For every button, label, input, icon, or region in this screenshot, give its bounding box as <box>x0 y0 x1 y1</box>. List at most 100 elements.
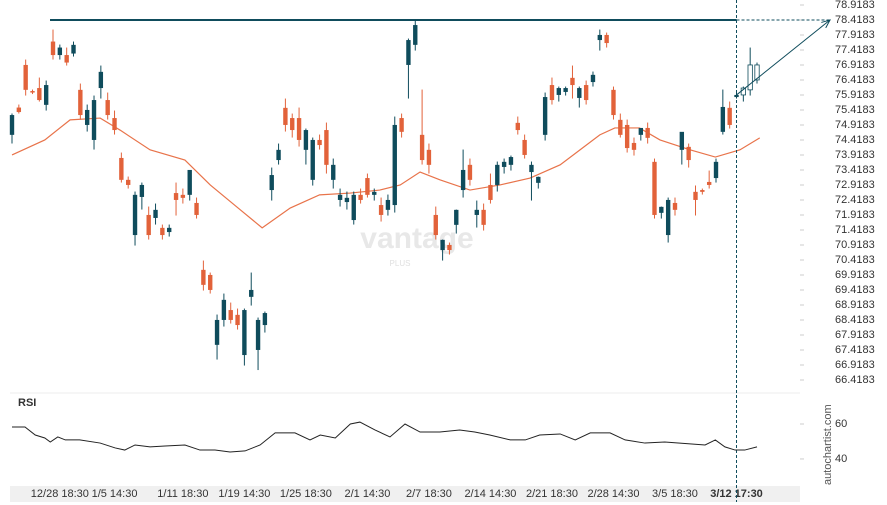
candle-body <box>98 71 104 89</box>
candle-body <box>344 197 350 203</box>
candle-body <box>433 214 438 236</box>
x-tick-label: 2/7 18:30 <box>406 488 452 500</box>
candle-body <box>262 313 268 326</box>
watermark: vantage <box>360 222 473 255</box>
candle-body <box>597 34 602 41</box>
candle-body <box>522 139 527 155</box>
candle-body <box>173 193 179 200</box>
candle-body <box>488 184 493 200</box>
y-tick-label: 76.4183 <box>835 74 875 86</box>
candle-body <box>645 127 650 138</box>
candle-body <box>652 161 657 215</box>
candle-body <box>201 269 206 285</box>
candle-body <box>754 64 760 81</box>
x-tick-label: 2/14 14:30 <box>464 488 516 500</box>
candle-body <box>385 199 391 210</box>
candle-body <box>570 77 575 86</box>
x-tick-label: 2/1 14:30 <box>344 488 390 500</box>
y-tick-label: 77.4183 <box>835 44 875 56</box>
candle-body <box>549 85 555 101</box>
candle-body <box>481 209 486 225</box>
candle-body <box>529 164 534 173</box>
candle-body <box>447 244 452 251</box>
candle-body <box>249 289 254 297</box>
candle-body <box>577 88 582 98</box>
candle-body <box>611 89 616 116</box>
candle-body <box>269 175 274 191</box>
source: autochartist.com <box>822 404 834 485</box>
candle-body <box>556 88 561 95</box>
candle-body <box>317 139 322 146</box>
y-tick-label: 75.9183 <box>835 89 875 101</box>
y-tick-label: 74.4183 <box>835 134 875 146</box>
candle-body <box>296 118 302 140</box>
x-tick-label: 1/19 14:30 <box>218 488 270 500</box>
candle-body <box>536 176 541 183</box>
rsi-line <box>12 421 758 453</box>
y-tick-label: 70.4183 <box>835 254 875 266</box>
candle-body <box>419 134 425 161</box>
candle-body <box>84 109 90 125</box>
x-tick-label: 3/5 18:30 <box>652 488 698 500</box>
candle-body <box>303 130 309 150</box>
candle-body <box>57 47 63 56</box>
candle-body <box>693 191 698 200</box>
candle-body <box>283 107 288 125</box>
y-tick-label: 76.9183 <box>835 59 875 71</box>
candle-body <box>406 40 411 65</box>
forecast-arrow <box>736 19 831 96</box>
candle-body <box>474 209 479 215</box>
candle-body <box>454 209 459 225</box>
candle-body <box>460 169 466 191</box>
candle-body <box>153 209 158 218</box>
x-tick-label: 3/12 17:30 <box>710 488 763 500</box>
y-tick-label: 77.9183 <box>835 29 875 41</box>
x-tick-label: 12/28 18:30 <box>31 488 89 500</box>
candle-body <box>686 146 691 161</box>
candle-body <box>71 44 76 54</box>
y-tick-label: 72.9183 <box>835 179 875 191</box>
candle-body <box>180 194 186 198</box>
y-tick-label: 74.9183 <box>835 119 875 131</box>
y-tick-label: 68.4183 <box>835 314 875 326</box>
candle-body <box>542 97 548 135</box>
x-tick-label: 1/11 18:30 <box>157 488 208 500</box>
candle-body <box>659 206 664 213</box>
candle-body <box>194 202 199 215</box>
candle-body <box>734 94 739 98</box>
candle-body <box>30 91 35 93</box>
x-axis-band <box>10 486 800 502</box>
candle-body <box>337 194 343 200</box>
candle-body <box>413 25 418 45</box>
x-tick-label: 2/21 18:30 <box>526 488 578 500</box>
candle-body <box>604 34 609 44</box>
candle-body <box>467 164 473 180</box>
y-tick-label: 66.9183 <box>835 359 875 371</box>
candle-body <box>242 310 247 356</box>
candle-body <box>126 179 131 185</box>
candle-body <box>358 194 363 200</box>
candle-body <box>583 85 589 101</box>
candle-body <box>235 314 240 326</box>
candle-body <box>208 274 213 290</box>
candle-body <box>331 164 336 180</box>
candle-body <box>515 122 520 131</box>
candle-body <box>255 319 261 350</box>
candle-body <box>167 227 172 233</box>
candle-body <box>37 88 42 101</box>
candle-body <box>399 118 404 132</box>
candle-body <box>638 127 644 135</box>
candle-body <box>23 64 28 90</box>
x-tick-label: 2/28 14:30 <box>587 488 639 500</box>
rsi-title: RSI <box>18 397 36 409</box>
y-tick-label: 71.9183 <box>835 209 875 221</box>
candle-body <box>440 239 445 251</box>
candle-body <box>221 299 227 320</box>
candle-body <box>105 100 110 116</box>
y-tick-label: 78.4183 <box>835 14 875 26</box>
candle-body <box>160 227 165 236</box>
candle-body <box>372 191 377 195</box>
candle-body <box>112 118 117 131</box>
y-tick-label: 68.9183 <box>835 299 875 311</box>
